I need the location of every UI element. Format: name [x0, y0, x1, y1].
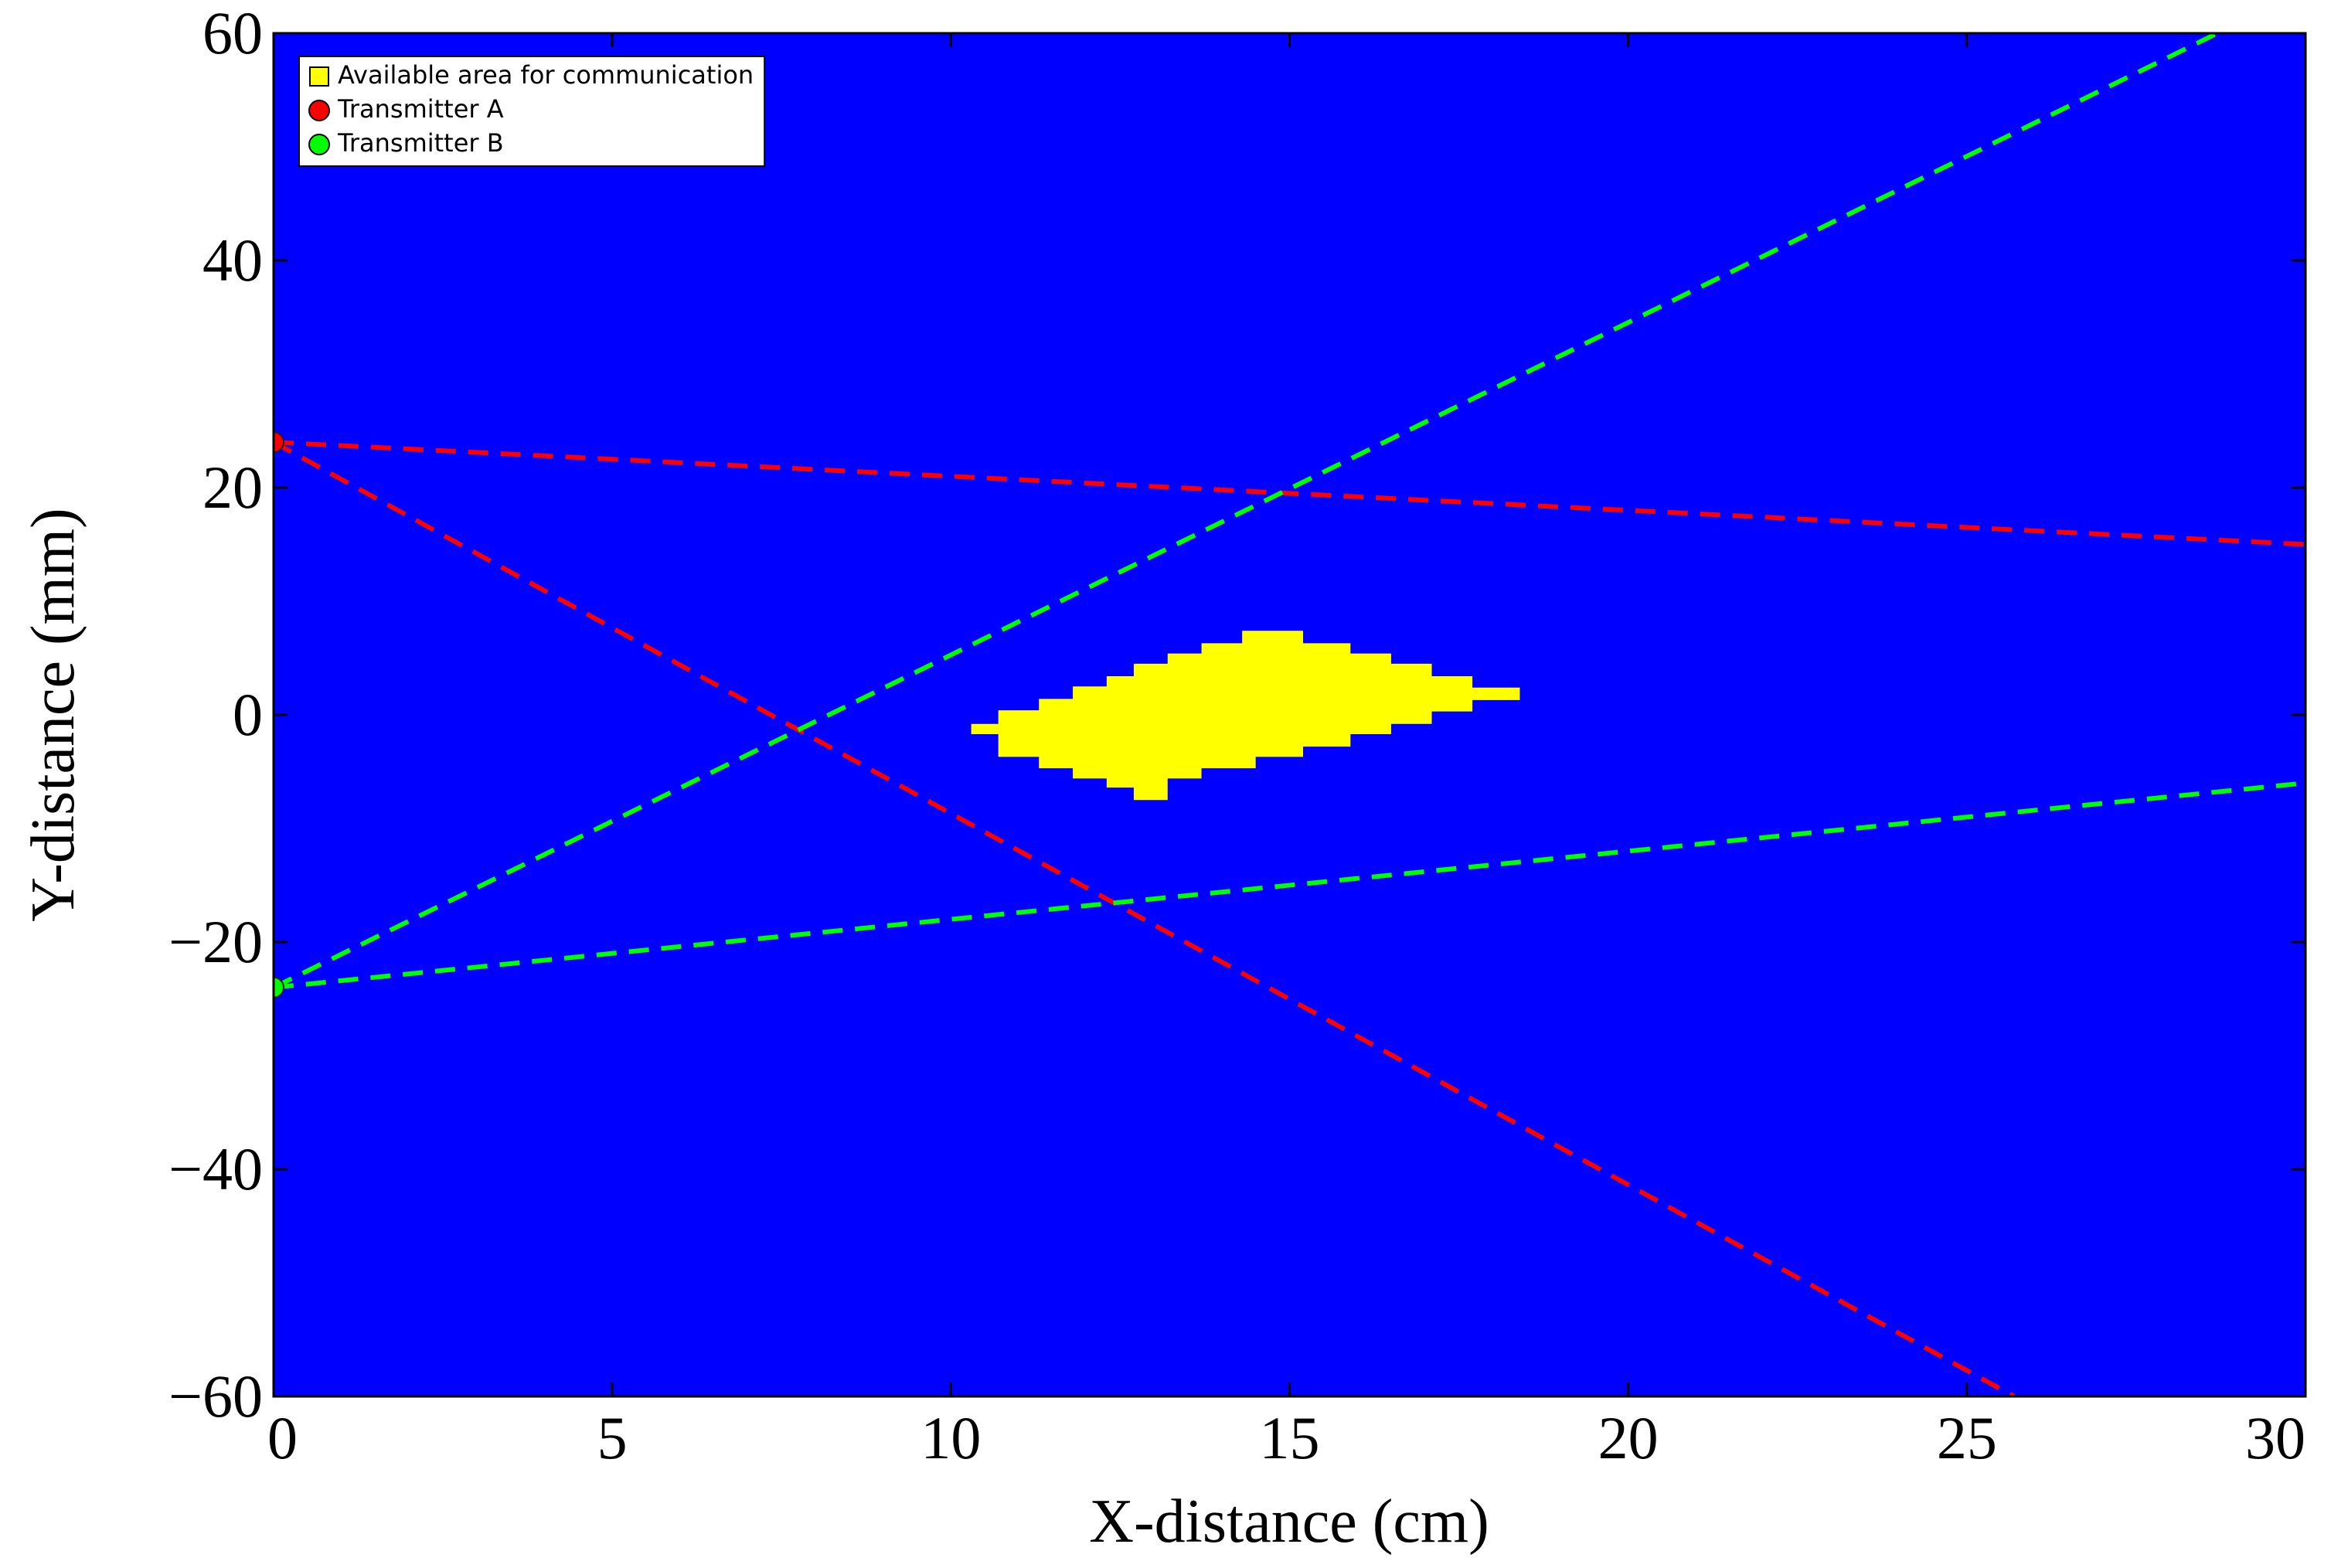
legend-swatch: [308, 134, 330, 155]
beam-line: [274, 440, 2016, 1396]
y-tick-label: −60: [168, 1362, 263, 1430]
x-tick-label: 25: [1937, 1404, 1997, 1471]
beam-line: [274, 440, 2305, 547]
x-axis-label: X-distance (cm): [1089, 1488, 1489, 1556]
x-tick-label: 5: [597, 1404, 628, 1471]
legend-label: Transmitter A: [337, 94, 504, 124]
y-tick-label: 20: [202, 454, 263, 521]
axes: 0 5 10 15 20 25 30 −60 −40 −20 0 20 40 60: [168, 0, 2307, 1471]
beam-line: [274, 781, 2305, 990]
beam-line: [274, 33, 2219, 990]
available-area: [971, 631, 1520, 801]
plot-content: [274, 33, 2305, 1396]
legend-label: Available area for communication: [338, 60, 754, 90]
legend-swatch: [308, 100, 330, 121]
y-tick-label: −20: [168, 908, 263, 975]
legend-label: Transmitter B: [337, 128, 504, 158]
legend: Available area for communication Transmit…: [298, 56, 766, 167]
y-tick-label: 60: [202, 0, 263, 66]
y-tick-label: 40: [202, 226, 263, 294]
legend-swatch: [309, 66, 329, 87]
x-tick-label: 0: [267, 1404, 298, 1471]
transmitter-marker: [274, 431, 284, 454]
x-tick-label: 15: [1260, 1404, 1320, 1471]
legend-box: [298, 56, 766, 167]
y-tick-label: 0: [233, 681, 263, 748]
x-tick-label: 20: [1598, 1404, 1659, 1471]
x-tick-label: 30: [2245, 1404, 2305, 1471]
y-tick-label: −40: [168, 1135, 263, 1202]
y-axis-label: Y-distance (mm): [19, 508, 87, 921]
x-tick-label: 10: [920, 1404, 981, 1471]
transmitter-marker: [274, 976, 284, 998]
